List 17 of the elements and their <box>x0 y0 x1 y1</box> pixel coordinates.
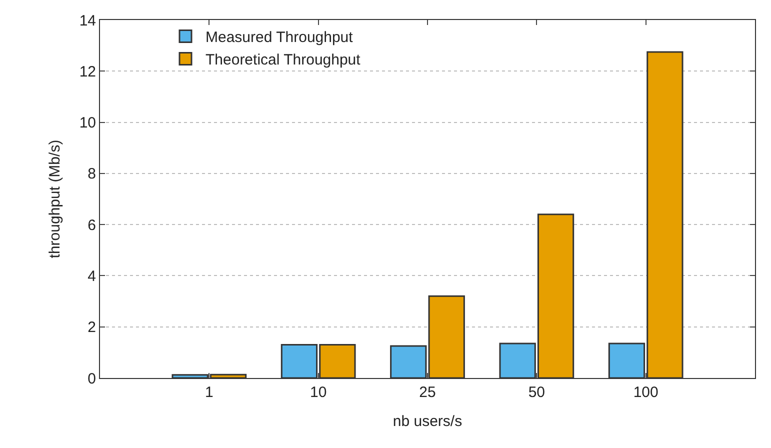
x-tick-label: 25 <box>419 384 436 401</box>
x-tick-label: 10 <box>310 384 327 401</box>
x-tick-label: 100 <box>633 384 658 401</box>
y-tick-label: 4 <box>88 268 96 285</box>
x-axis-title: nb users/s <box>392 413 462 430</box>
x-tick-label: 1 <box>205 384 214 401</box>
y-tick-label: 0 <box>88 370 96 388</box>
y-tick-label: 10 <box>79 114 96 132</box>
x-tick-label: 50 <box>528 384 546 401</box>
y-axis-title: throughput (Mb/s) <box>46 140 64 258</box>
legend-label: Measured Throughput <box>206 29 354 46</box>
y-tick-label: 6 <box>88 216 96 234</box>
y-tick-label: 12 <box>79 63 96 80</box>
y-tick-label: 8 <box>88 166 96 183</box>
legend-label: Theoretical Throughput <box>206 52 362 69</box>
y-tick-label: 14 <box>79 12 96 30</box>
y-tick-label: 2 <box>88 319 96 336</box>
